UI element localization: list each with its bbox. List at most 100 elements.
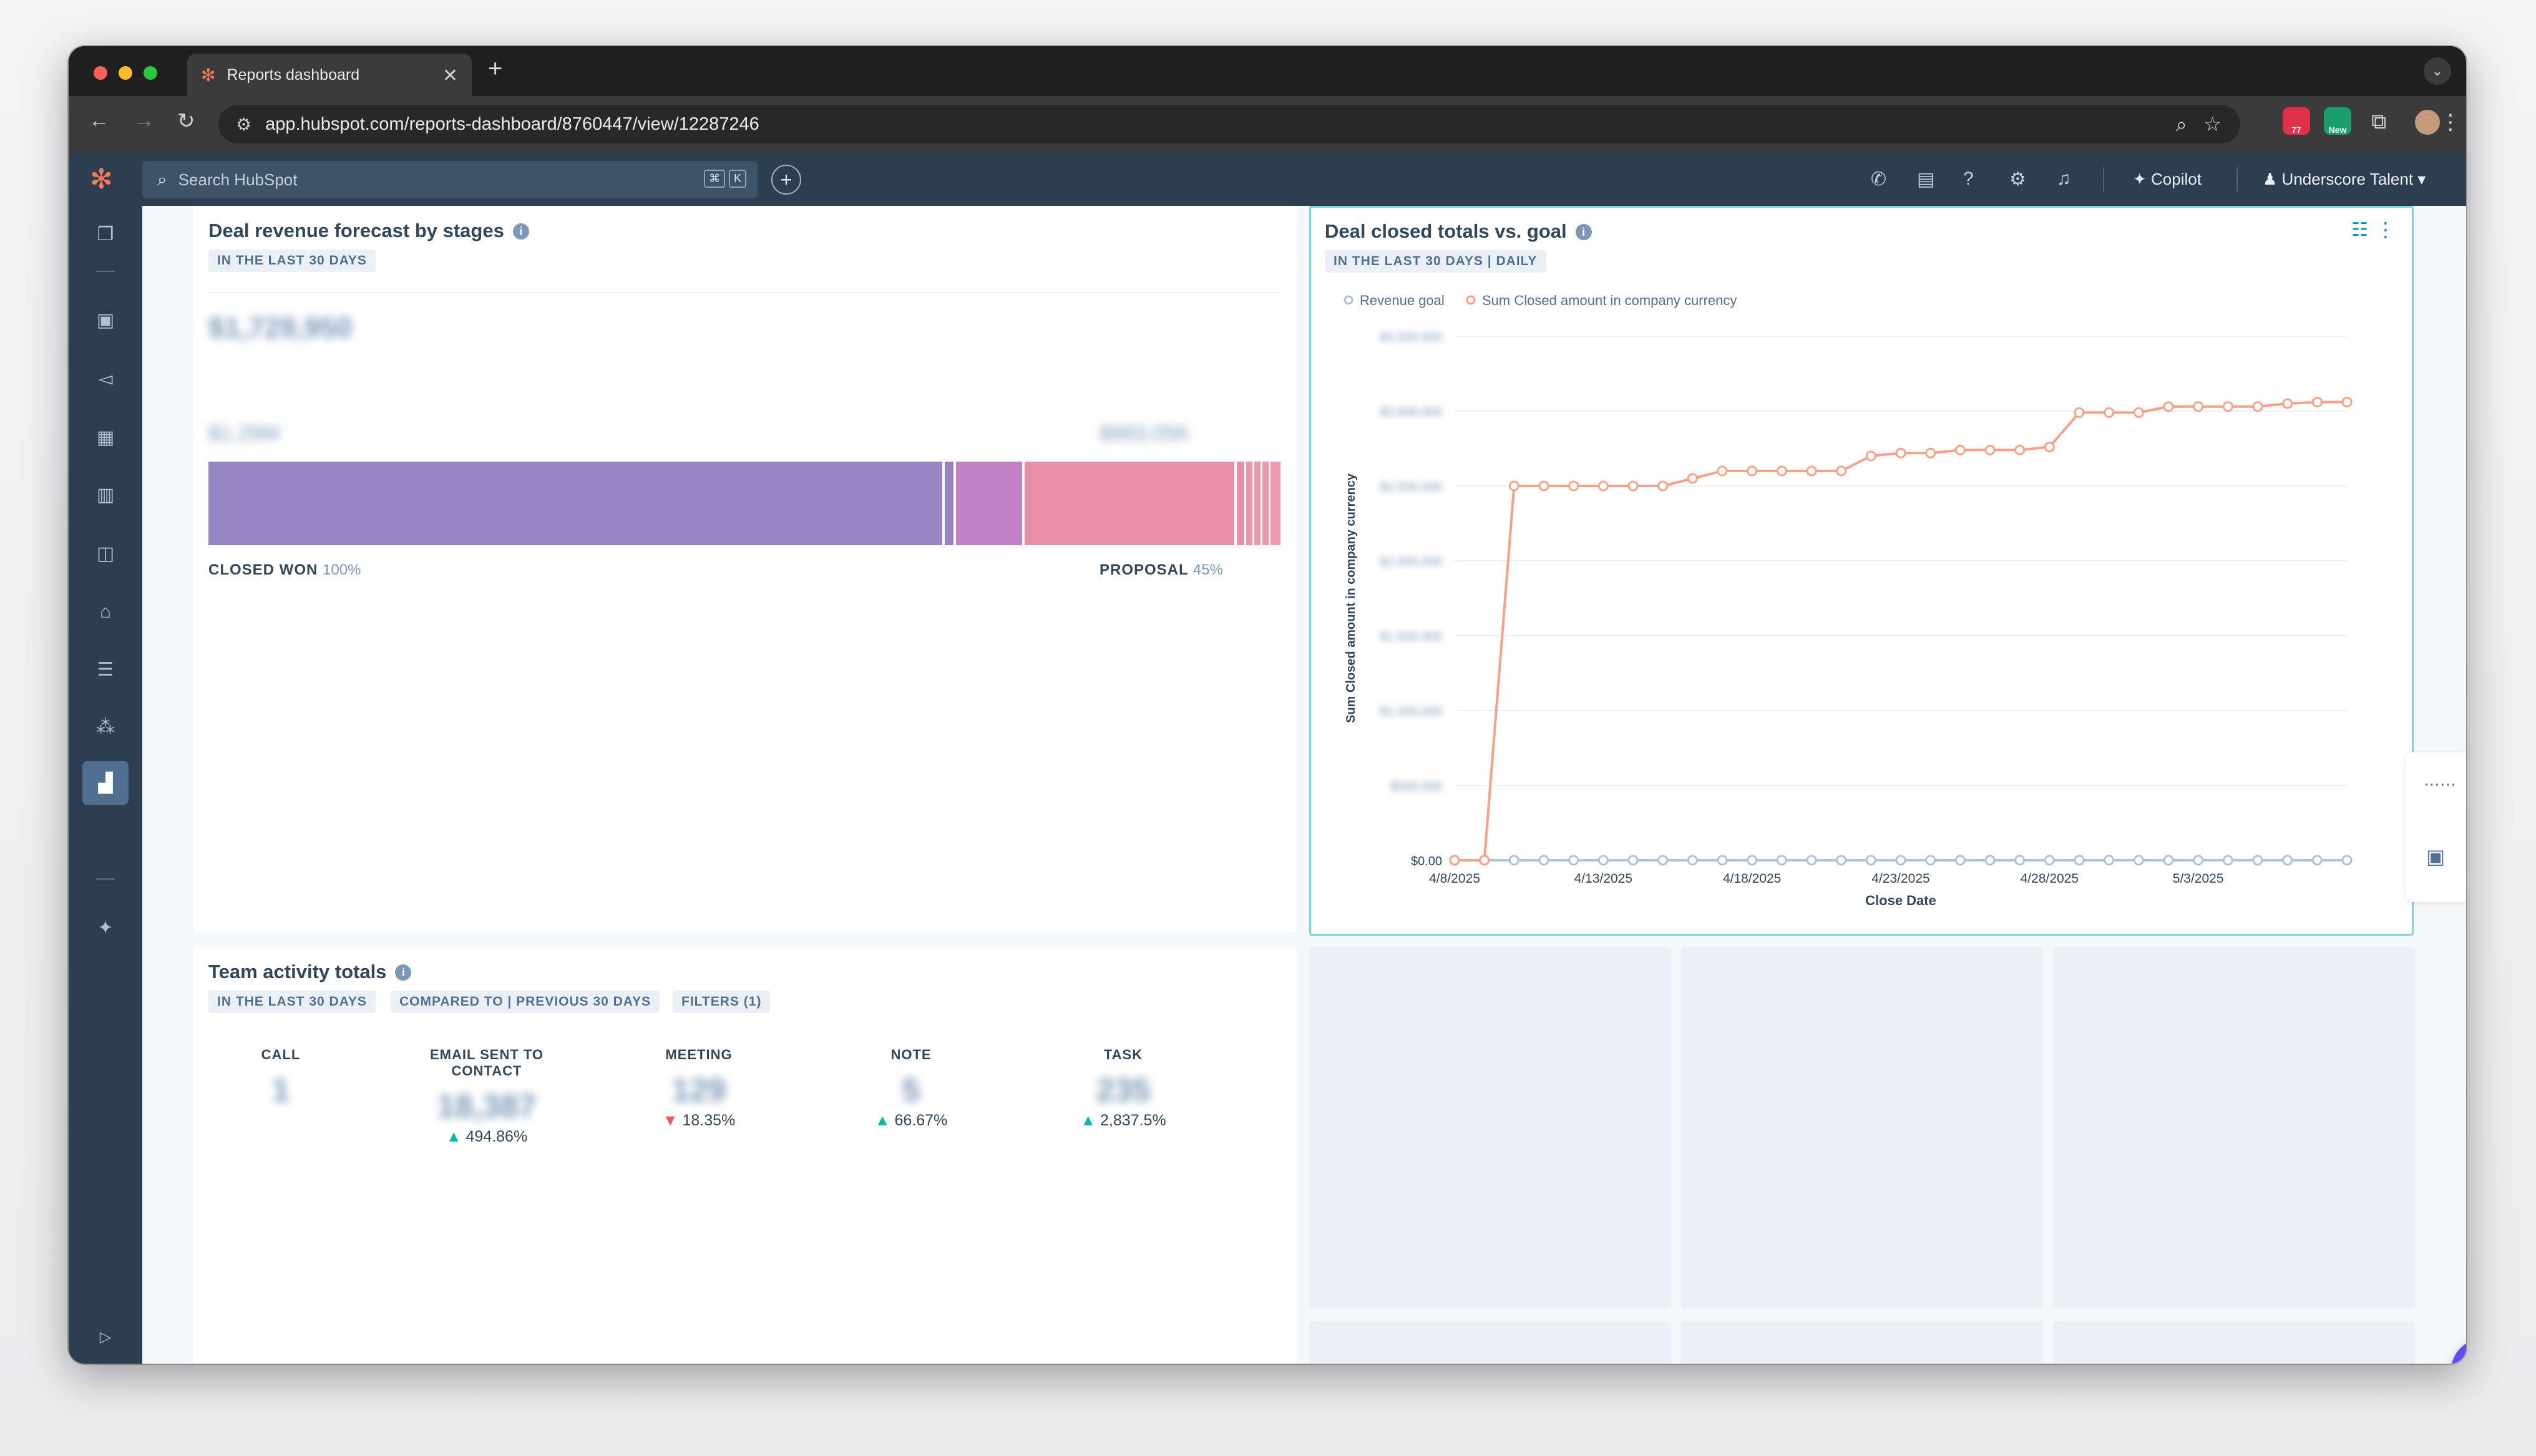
commerce-icon[interactable]: ◫: [96, 543, 115, 564]
activity-metric[interactable]: TASK 235 ▲ 2,837.5%: [1030, 1047, 1217, 1130]
extensions-puzzle-icon[interactable]: ⧉: [2371, 110, 2387, 133]
stage-segment[interactable]: [1246, 462, 1252, 545]
stage-segment[interactable]: [945, 462, 953, 545]
stage-segment-proposal[interactable]: [1025, 462, 1234, 545]
closed-date-tag[interactable]: IN THE LAST 30 DAYS | DAILY: [1325, 250, 1546, 273]
loading-placeholder: [2053, 1321, 2415, 1364]
card-divider: [208, 292, 1280, 293]
search-icon: ⌕: [157, 169, 167, 189]
minimize-window-button[interactable]: [119, 66, 132, 80]
activity-metric[interactable]: NOTE 5 ▲ 66.67%: [817, 1047, 1005, 1130]
drag-handle-icon[interactable]: ⋯⋯: [2424, 775, 2456, 794]
account-menu[interactable]: ♟ Underscore Talent ▾: [2263, 170, 2426, 188]
chat-icon[interactable]: ▣: [2426, 845, 2446, 868]
extension-icon[interactable]: 77: [2283, 107, 2310, 135]
stage-amount-won: $1.29M: [208, 422, 280, 445]
settings-gear-icon[interactable]: ⚙: [2009, 169, 2026, 190]
activity-metric[interactable]: MEETING 129 ▼ 18.35%: [605, 1047, 792, 1130]
marketing-megaphone-icon[interactable]: ◅: [98, 368, 113, 389]
info-icon[interactable]: i: [395, 964, 412, 981]
stage-segment[interactable]: [1254, 462, 1261, 545]
maximize-window-button[interactable]: [144, 66, 157, 80]
copilot-label: Copilot: [2151, 170, 2202, 188]
forecast-date-tag[interactable]: IN THE LAST 30 DAYS: [208, 250, 376, 272]
help-widget-button[interactable]: ✺: [2451, 1339, 2466, 1364]
closed-card-title: Deal closed totals vs. goal i: [1325, 220, 1592, 243]
close-window-button[interactable]: [94, 66, 107, 80]
metric-label: MEETING: [665, 1047, 733, 1062]
data-point: [2014, 855, 2026, 866]
browser-menu-icon[interactable]: ⋮: [2440, 110, 2461, 134]
browser-tab[interactable]: ✻ Reports dashboard ✕: [187, 54, 472, 96]
service-icon[interactable]: ⌂: [99, 601, 112, 622]
stage-segment-closed-won[interactable]: [208, 462, 942, 545]
help-icon[interactable]: ?: [1963, 168, 1974, 189]
x-tick-label: 4/13/2025: [1574, 871, 1632, 886]
nav-divider: [2103, 167, 2104, 192]
data-point: [1836, 855, 1847, 866]
info-icon[interactable]: i: [512, 223, 529, 240]
metric-change-text: 2,837.5%: [1100, 1112, 1166, 1129]
metric-change-text: 18.35%: [682, 1112, 736, 1129]
closed-totals-card[interactable]: Deal closed totals vs. goal i IN THE LAST…: [1309, 206, 2414, 936]
legend-label: Sum Closed amount in company currency: [1482, 293, 1737, 308]
data-point: [1895, 855, 1906, 866]
stage-won-pct: 100%: [323, 561, 361, 578]
filter-sliders-icon[interactable]: ☷: [2351, 220, 2368, 240]
expand-sidebar-icon[interactable]: ▷: [99, 1328, 112, 1346]
copilot-button[interactable]: ✦ Copilot: [2133, 170, 2202, 188]
automation-icon[interactable]: ⁂: [96, 716, 115, 737]
chevron-down-icon[interactable]: ⌄: [2424, 57, 2451, 85]
extension-new-icon[interactable]: New: [2324, 107, 2351, 135]
data-point: [2222, 401, 2233, 412]
data-point: [1508, 480, 1519, 492]
stage-segment[interactable]: [956, 462, 1022, 545]
activity-metric[interactable]: EMAIL SENT TO CONTACT 18,387 ▲ 494.86%: [393, 1047, 580, 1146]
forecast-title-text: Deal revenue forecast by stages: [208, 220, 504, 241]
create-plus-button[interactable]: +: [771, 165, 801, 195]
data-point: [1806, 465, 1817, 477]
marketplace-icon[interactable]: ▤: [1917, 169, 1935, 190]
closed-totals-chart: Revenue goal Sum Closed amount in company…: [1344, 293, 2353, 908]
profile-avatar[interactable]: [2415, 110, 2440, 135]
breeze-sparkle-icon[interactable]: ✦: [97, 917, 114, 938]
metric-label: NOTE: [890, 1047, 932, 1062]
activity-filters-tag[interactable]: FILTERS (1): [673, 991, 771, 1013]
phone-icon[interactable]: ✆: [1871, 169, 1887, 190]
bookmark-icon[interactable]: ❐: [97, 223, 114, 245]
back-arrow-icon[interactable]: ←: [89, 109, 110, 132]
activity-card: Team activity totals i IN THE LAST 30 DAY…: [193, 947, 1297, 1364]
data-icon[interactable]: ☰: [97, 659, 114, 680]
metric-label: CALL: [261, 1047, 301, 1062]
reload-icon[interactable]: ↻: [177, 109, 195, 133]
data-point: [1717, 465, 1728, 477]
zoom-and-star-icons[interactable]: ⌕ ☆: [2175, 113, 2221, 135]
content-icon[interactable]: ▦: [96, 427, 115, 448]
notifications-bell-icon[interactable]: ♫: [2057, 168, 2071, 189]
data-point: [2133, 407, 2144, 418]
stage-segment[interactable]: [1237, 462, 1244, 545]
site-settings-icon[interactable]: ⚙: [236, 114, 252, 134]
sales-icon[interactable]: ▥: [96, 484, 115, 505]
info-icon[interactable]: i: [1575, 224, 1592, 240]
address-bar[interactable]: ⚙ app.hubspot.com/reports-dashboard/8760…: [218, 105, 2240, 143]
forward-arrow-icon[interactable]: →: [134, 109, 155, 132]
data-point: [1836, 465, 1847, 477]
activity-range-tag[interactable]: IN THE LAST 30 DAYS: [208, 991, 376, 1013]
right-rail: ⋯⋯ ▣: [2406, 752, 2466, 902]
more-options-icon[interactable]: ⋮: [2376, 218, 2396, 241]
stage-segment[interactable]: [1270, 462, 1280, 545]
activity-metric[interactable]: CALL 1: [187, 1047, 374, 1112]
contacts-icon[interactable]: ▣: [96, 309, 115, 331]
x-tick-label: 4/23/2025: [1871, 871, 1929, 886]
search-input[interactable]: ⌕ Search HubSpot ⌘ K: [142, 161, 758, 198]
hubspot-logo-icon[interactable]: ✻: [90, 164, 113, 195]
y-tick-label-blurred: $1,500,000: [1380, 630, 1442, 644]
new-tab-icon[interactable]: +: [488, 55, 503, 82]
activity-compare-tag[interactable]: COMPARED TO | PREVIOUS 30 DAYS: [391, 991, 660, 1013]
stage-segment[interactable]: [1262, 462, 1269, 545]
data-point: [1865, 855, 1876, 866]
stage-bar: [208, 462, 1280, 545]
close-tab-icon[interactable]: ✕: [442, 66, 458, 86]
reporting-chart-icon[interactable]: ▟: [82, 761, 129, 805]
